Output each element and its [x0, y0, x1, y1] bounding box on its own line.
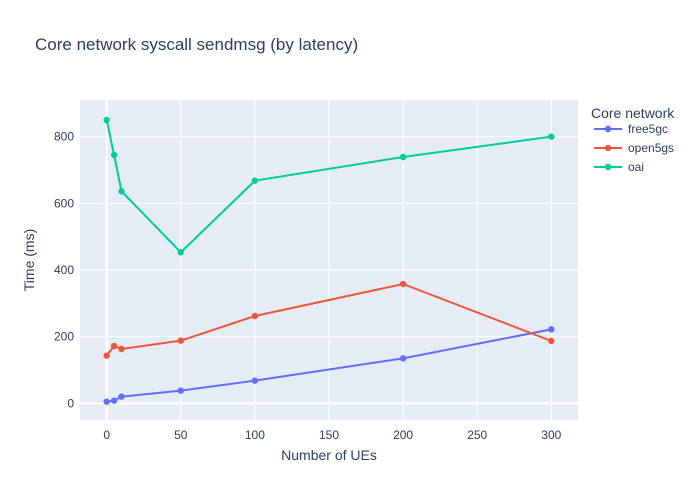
series-oai	[103, 116, 555, 256]
data-point[interactable]	[251, 377, 259, 384]
legend-label: free5gc	[628, 122, 668, 136]
x-tick-label: 150	[319, 428, 339, 442]
data-point[interactable]	[177, 249, 184, 256]
data-point[interactable]	[177, 387, 184, 394]
y-tick-label: 600	[54, 196, 74, 210]
y-tick-label: 200	[54, 330, 74, 344]
legend-label: open5gs	[628, 141, 674, 155]
data-point[interactable]	[399, 355, 407, 362]
x-tick-label: 300	[541, 428, 561, 442]
legend-item-open5gs[interactable]: open5gs	[594, 141, 674, 155]
legend-item-oai[interactable]: oai	[594, 160, 644, 174]
y-tick-label: 0	[67, 396, 74, 410]
x-tick-label: 250	[467, 428, 487, 442]
data-point[interactable]	[251, 177, 259, 184]
data-point[interactable]	[110, 342, 118, 350]
data-point[interactable]	[251, 312, 259, 320]
y-tick-label: 800	[54, 130, 74, 144]
y-axis-ticks: 0 200 400 600 800	[54, 130, 74, 411]
gridlines	[80, 100, 578, 420]
y-tick-label: 400	[54, 263, 74, 277]
data-point[interactable]	[548, 337, 555, 345]
legend-marker	[604, 163, 612, 171]
data-point[interactable]	[548, 326, 555, 333]
x-tick-label: 0	[103, 428, 110, 442]
series-free5gc	[103, 326, 555, 405]
legend-label: oai	[628, 160, 644, 174]
series-layer	[103, 116, 555, 405]
legend-marker	[604, 125, 612, 133]
data-point[interactable]	[118, 345, 125, 353]
data-point[interactable]	[103, 352, 110, 359]
x-tick-label: 200	[393, 428, 413, 442]
data-point[interactable]	[103, 116, 110, 124]
y-axis-title: Time (ms)	[21, 229, 37, 291]
data-point[interactable]	[399, 280, 407, 288]
data-point[interactable]	[118, 188, 125, 195]
legend: Core network free5gc open5gs oai	[591, 105, 675, 174]
x-tick-label: 50	[174, 428, 188, 442]
legend-marker	[604, 144, 612, 152]
data-point[interactable]	[177, 337, 184, 344]
series-open5gs	[103, 280, 555, 359]
x-axis-ticks: 0 50 100 150 200 250 300	[103, 428, 561, 442]
x-tick-label: 100	[245, 428, 265, 442]
data-point[interactable]	[103, 398, 110, 405]
data-point[interactable]	[110, 151, 118, 159]
data-point[interactable]	[548, 133, 555, 140]
chart-title: Core network syscall sendmsg (by latency…	[35, 35, 358, 54]
legend-item-free5gc[interactable]: free5gc	[594, 122, 668, 136]
data-point[interactable]	[118, 393, 125, 400]
data-point[interactable]	[399, 153, 407, 161]
x-axis-title: Number of UEs	[281, 447, 377, 463]
data-point[interactable]	[110, 397, 118, 404]
legend-title: Core network	[591, 105, 675, 121]
